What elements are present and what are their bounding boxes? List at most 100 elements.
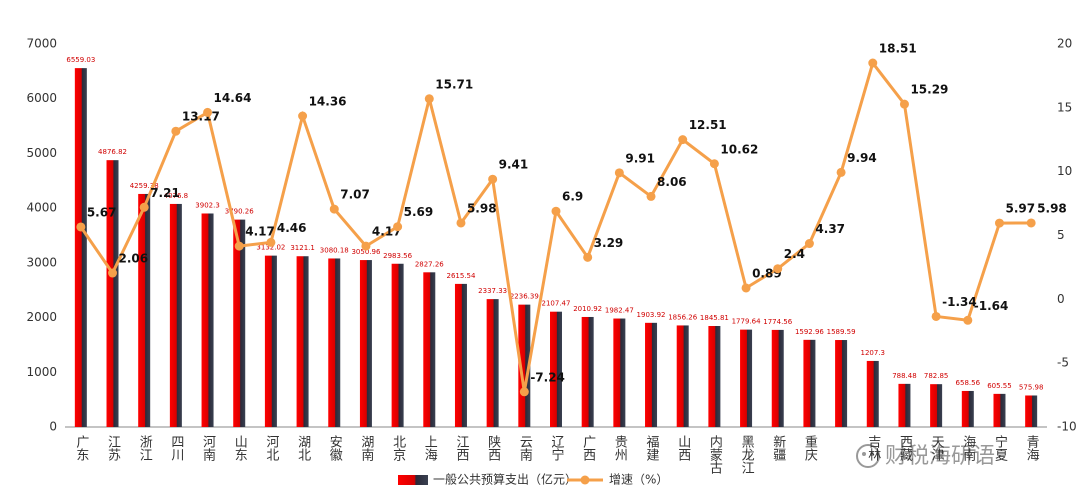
y-tick-label: 6000 <box>26 91 57 105</box>
bar <box>676 325 689 427</box>
bar-value-label: 3902.3 <box>195 201 220 209</box>
bar <box>486 299 499 427</box>
bar-value-label: 3121.1 <box>290 244 315 252</box>
x-tick-label: 湖南 <box>358 435 374 461</box>
line-value-label: 5.98 <box>467 201 497 215</box>
x-tick-label: 重庆 <box>802 434 818 461</box>
line-value-label: 8.06 <box>657 175 687 189</box>
line-value-label: 2.4 <box>784 247 805 261</box>
x-tick-label: 山东 <box>232 435 248 461</box>
x-tick-label: 海南 <box>960 435 976 461</box>
line-value-label: 15.29 <box>910 83 948 97</box>
bar-value-label: 1856.26 <box>668 313 697 321</box>
bar-value-label: 2236.39 <box>510 293 539 301</box>
bar <box>993 393 1006 427</box>
y2-tick-label: -10 <box>1057 420 1077 434</box>
line-marker <box>329 204 339 214</box>
bar-value-label: 788.48 <box>892 372 917 380</box>
line-marker <box>678 135 688 145</box>
line-marker <box>836 167 846 177</box>
line-value-label: 15.71 <box>435 77 473 91</box>
y2-tick-label: -5 <box>1057 356 1069 370</box>
bar-value-label: 575.98 <box>1019 383 1044 391</box>
y-tick-label: 4000 <box>26 201 57 215</box>
x-tick-label: 宁夏 <box>992 434 1008 461</box>
x-tick-label: 吉林 <box>865 435 881 461</box>
line-marker <box>899 99 909 109</box>
bar-value-label: 1592.96 <box>795 328 824 336</box>
line-marker <box>931 311 941 321</box>
bar <box>518 304 531 427</box>
bar <box>550 311 562 427</box>
bar-value-label: 1903.92 <box>637 311 666 319</box>
x-tick-label: 广东 <box>73 435 89 461</box>
line-value-label: 10.62 <box>720 142 758 156</box>
x-tick-label: 四川 <box>168 435 184 461</box>
line-marker <box>519 387 529 397</box>
line-value-label: 13.17 <box>182 110 220 124</box>
bar <box>391 263 404 427</box>
bar <box>74 68 87 428</box>
line-marker <box>393 222 403 232</box>
bar <box>771 329 784 427</box>
line-value-label: 4.17 <box>245 225 275 239</box>
bar-value-label: 4076.8 <box>164 192 189 200</box>
line-value-label: 7.21 <box>150 186 180 200</box>
legend-swatch <box>398 475 428 485</box>
line-value-label: 18.51 <box>879 42 917 56</box>
bar <box>613 318 626 427</box>
line-marker <box>171 126 181 136</box>
bar <box>581 316 594 427</box>
x-tick-label: 浙江 <box>137 435 153 461</box>
line-marker <box>646 191 656 201</box>
x-tick-label: 安徽 <box>327 435 343 461</box>
line-marker <box>614 168 624 178</box>
x-tick-label: 陕西 <box>485 435 501 461</box>
line-marker <box>488 174 498 184</box>
bar-value-label: 1774.56 <box>763 318 792 326</box>
bar-value-label: 2615.54 <box>446 272 475 280</box>
bar-value-label: 4876.82 <box>98 148 127 156</box>
bar <box>740 329 753 427</box>
x-tick-label: 新疆 <box>770 434 786 461</box>
line-marker <box>1026 218 1036 228</box>
y-tick-label: 7000 <box>26 37 57 51</box>
y-tick-label: 3000 <box>26 255 57 269</box>
bar <box>454 283 467 427</box>
line-value-label: 5.97 <box>1005 202 1035 216</box>
legend-label: 一般公共预算支出（亿元） <box>433 472 577 487</box>
x-tick-label: 上海 <box>422 435 438 461</box>
line-marker <box>424 94 434 104</box>
bar-value-label: 1982.47 <box>605 307 634 315</box>
bar <box>264 255 277 427</box>
line-marker <box>108 268 118 278</box>
line-marker <box>139 202 149 212</box>
bar <box>708 326 721 427</box>
x-tick-label: 云南 <box>517 435 533 461</box>
line-marker <box>266 237 276 247</box>
y2-tick-label: 10 <box>1057 164 1072 178</box>
line-value-label: 4.37 <box>815 222 845 236</box>
x-tick-label: 江苏 <box>105 435 121 461</box>
legend-label: 增速（%） <box>609 473 668 487</box>
y-tick-label: 0 <box>49 420 57 434</box>
x-tick-label: 青海 <box>1024 435 1040 461</box>
line-marker <box>551 206 561 216</box>
line-value-label: 9.41 <box>499 158 529 172</box>
watermark-icon <box>856 444 880 468</box>
line-marker <box>234 241 244 251</box>
line-marker <box>203 107 213 117</box>
y-tick-label: 1000 <box>26 365 57 379</box>
bar <box>106 160 119 427</box>
bar-value-label: 3132.02 <box>256 244 285 252</box>
bar <box>866 360 879 427</box>
y-tick-label: 2000 <box>26 310 57 324</box>
line-marker <box>361 241 371 251</box>
bar <box>645 322 658 427</box>
bar <box>359 260 372 427</box>
bar <box>423 272 436 427</box>
line-value-label: 4.46 <box>277 221 307 235</box>
line-marker <box>456 218 466 228</box>
bar-value-label: 1207.3 <box>861 349 886 357</box>
bar <box>296 256 309 427</box>
